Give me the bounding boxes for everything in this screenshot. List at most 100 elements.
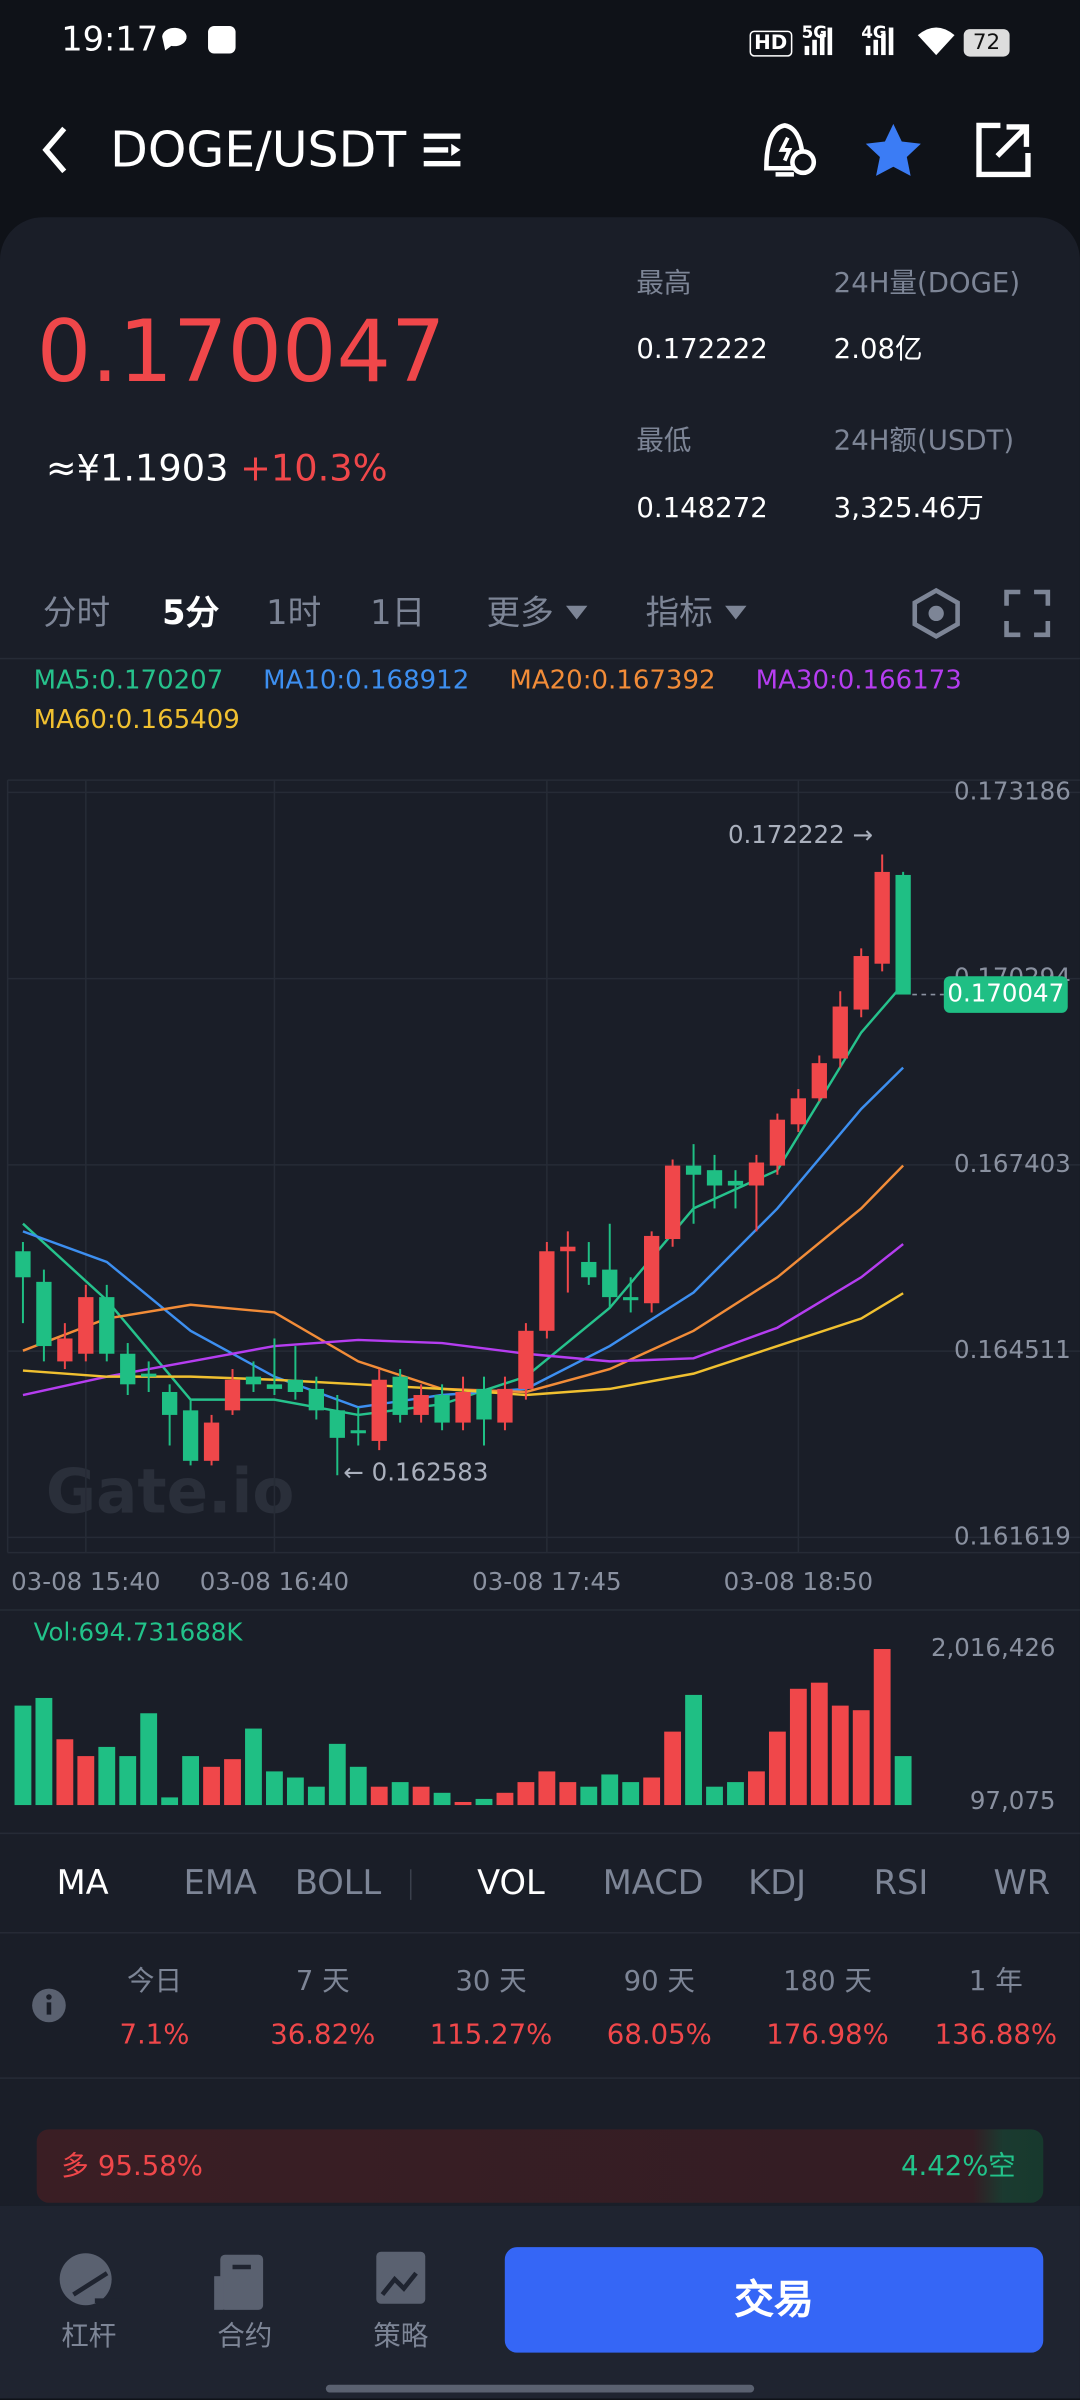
status-time: 19:17 xyxy=(61,21,159,60)
candle-body xyxy=(706,1170,723,1186)
candle-body xyxy=(623,1297,639,1301)
volume-bar xyxy=(894,1756,912,1806)
period-change: 68.05% xyxy=(606,2019,712,2052)
volume-bar xyxy=(748,1771,765,1806)
candle-body xyxy=(790,1098,806,1125)
candle-body xyxy=(518,1330,534,1389)
divider xyxy=(0,1609,1080,1611)
stat-value: 2.08亿 xyxy=(833,333,923,366)
candle-body xyxy=(120,1353,136,1385)
volume-bar xyxy=(433,1792,451,1806)
stat-label: 最低 xyxy=(636,425,692,458)
divider xyxy=(0,2077,1080,2079)
period-label: 今日 xyxy=(126,1965,183,1998)
volume-bar xyxy=(622,1782,640,1806)
ma-line xyxy=(22,983,905,1417)
timeframe-tab[interactable]: 5分 xyxy=(162,595,220,634)
signal-icon xyxy=(804,27,894,56)
candle-body xyxy=(203,1422,220,1461)
alert-button[interactable] xyxy=(754,116,821,183)
volume-bar xyxy=(475,1798,493,1806)
candle-body xyxy=(811,1063,827,1099)
indicator-tab[interactable]: KDJ xyxy=(748,1864,807,1903)
candle-body xyxy=(727,1180,744,1186)
period-label: 7 天 xyxy=(295,1965,350,1998)
indicator-tab[interactable]: MACD xyxy=(602,1864,704,1903)
short-ratio: 4.42% xyxy=(900,2150,989,2183)
candle-body xyxy=(853,956,869,1010)
trade-button[interactable] xyxy=(504,2247,1044,2353)
last-price: 0.170047 xyxy=(36,302,446,403)
period-change: 36.82% xyxy=(270,2019,376,2052)
nav-item[interactable]: 杠杆 xyxy=(61,2320,117,2353)
nav-item[interactable]: 策略 xyxy=(373,2320,429,2353)
volume-bar xyxy=(266,1771,283,1806)
volume-bar xyxy=(517,1782,535,1806)
legend-entry: MA5:0.170207 xyxy=(33,665,224,697)
volume-bar xyxy=(664,1731,682,1806)
period-label: 30 天 xyxy=(455,1965,527,1998)
volume-bar xyxy=(727,1782,744,1806)
nav-item[interactable]: 合约 xyxy=(217,2320,273,2353)
volume-bar xyxy=(601,1774,619,1806)
timeframe-tab[interactable]: 1时 xyxy=(266,595,322,634)
legend-entry: MA30:0.166173 xyxy=(755,665,962,697)
share-button[interactable] xyxy=(973,119,1034,180)
indicator-tab[interactable]: RSI xyxy=(873,1864,929,1903)
info-icon[interactable] xyxy=(31,1987,71,2027)
trade-button-label[interactable]: 交易 xyxy=(734,2277,814,2324)
volume-bar xyxy=(119,1756,137,1806)
candle-body xyxy=(497,1388,513,1423)
volume-bar xyxy=(307,1786,325,1806)
y-tick-label: 2,016,426 xyxy=(931,1633,1056,1662)
timeframe-tab[interactable]: 1日 xyxy=(370,595,426,634)
sentiment-bar xyxy=(36,2129,1044,2203)
indicator-tab[interactable]: BOLL xyxy=(294,1864,382,1903)
candle-body xyxy=(874,871,890,964)
divider xyxy=(0,1832,1080,1835)
volume-bar xyxy=(328,1743,346,1806)
candle-body xyxy=(57,1338,73,1362)
price-chart: Gate.io 0.1616190.1645110.1674030.170294… xyxy=(6,776,1080,1596)
candle-body xyxy=(224,1379,241,1411)
volume-bar xyxy=(35,1697,53,1806)
indicator-tab[interactable]: EMA xyxy=(183,1864,257,1903)
more-dropdown[interactable]: 更多 xyxy=(486,595,554,634)
stat-label: 最高 xyxy=(636,267,692,300)
status-net: 4G xyxy=(861,22,887,43)
candle-body xyxy=(664,1165,681,1240)
period-change: 115.27% xyxy=(429,2019,553,2052)
volume-bar xyxy=(203,1766,220,1806)
period-change: 176.98% xyxy=(766,2019,889,2052)
indicator-dropdown[interactable]: 指标 xyxy=(645,595,713,634)
indicator-tab[interactable]: VOL xyxy=(477,1864,545,1903)
price-change: +10.3% xyxy=(240,446,388,490)
candle-body xyxy=(329,1410,345,1438)
volume-bar xyxy=(98,1746,116,1806)
candle-body xyxy=(769,1119,786,1166)
candle-body xyxy=(161,1391,178,1415)
volume-bar xyxy=(810,1682,828,1806)
stat-value: 0.148272 xyxy=(636,492,768,525)
y-tick-label: 0.173186 xyxy=(954,776,1071,805)
y-tick-label: 0.167403 xyxy=(954,1149,1071,1178)
indicator-tab[interactable]: MA xyxy=(56,1864,109,1903)
timeframe-tab[interactable]: 分时 xyxy=(42,595,111,634)
volume-bar xyxy=(56,1739,74,1806)
stat-value: 0.172222 xyxy=(636,333,768,366)
indicator-tab[interactable]: WR xyxy=(993,1864,1051,1903)
volume-bar xyxy=(789,1688,807,1806)
candle-body xyxy=(36,1281,52,1347)
favorite-button[interactable] xyxy=(861,119,925,183)
x-tick-label: 03-08 15:40 xyxy=(11,1567,160,1596)
menu-button[interactable] xyxy=(421,128,467,174)
candle-body xyxy=(371,1379,387,1441)
back-button[interactable] xyxy=(31,119,92,180)
volume-bar xyxy=(538,1771,556,1806)
tab-separator xyxy=(409,1869,412,1900)
volume-bar xyxy=(182,1756,200,1806)
volume-bar xyxy=(873,1649,891,1806)
period-label: 180 天 xyxy=(783,1965,872,1998)
chart-tools[interactable] xyxy=(909,587,1062,639)
last-price-tag xyxy=(943,976,1068,1013)
